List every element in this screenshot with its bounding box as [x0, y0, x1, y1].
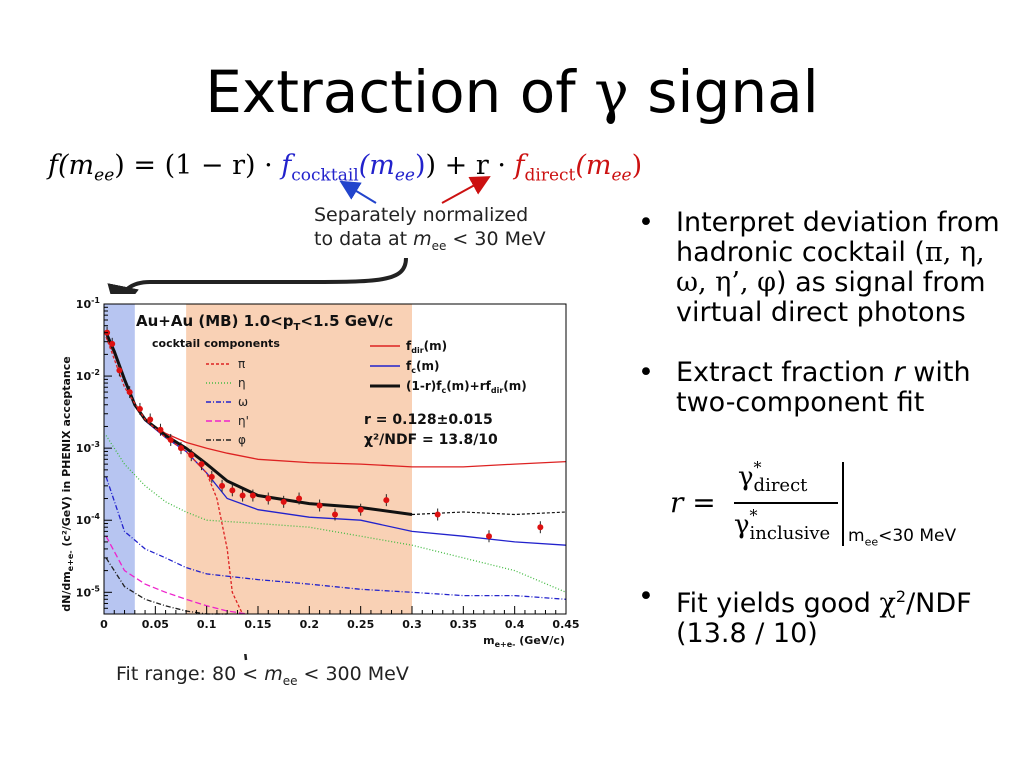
data-point: [434, 511, 441, 518]
bullet-interpret: • Interpret deviation from hadronic cockt…: [638, 207, 1000, 328]
chart-title: Au+Au (MB) 1.0<pT<1.5 GeV/c: [136, 312, 393, 333]
fit-range-note: Fit range: 80 < mee < 300 MeV: [116, 663, 409, 688]
fit-range-band: [186, 304, 412, 614]
x-tick-label: 0.1: [197, 618, 217, 631]
cocktail-arrow: [339, 180, 377, 204]
y-tick-label: 10-4: [76, 512, 101, 527]
x-tick-label: 0.15: [244, 618, 271, 631]
formula-plus: ) + r ·: [425, 150, 515, 181]
formula-direct-f: f: [514, 150, 525, 181]
r-numerator: γ * direct: [738, 458, 808, 497]
formula-cocktail-sub: cocktail: [291, 165, 359, 186]
r-lhs: r =: [670, 486, 716, 519]
normalization-note: Separately normalized to data at mee < 3…: [314, 203, 546, 258]
bullet-extract: • Extract fraction r with two-component f…: [638, 357, 971, 418]
data-point: [147, 416, 154, 423]
data-point: [188, 452, 195, 459]
data-point: [537, 524, 544, 531]
r-evaluation-bar: [842, 462, 844, 546]
data-point: [249, 492, 256, 499]
components-label: cocktail components: [152, 337, 280, 350]
formula-cocktail-arg: (m: [358, 150, 395, 181]
data-point: [239, 492, 246, 499]
formula-cocktail-f: f: [281, 150, 292, 181]
legend-left-label: π: [238, 357, 245, 371]
legend-left-label: η': [238, 414, 249, 428]
fit-result: r = 0.128±0.015: [364, 412, 493, 428]
chi2-value: χ²/NDF = 13.8/10: [364, 432, 498, 448]
bullet-fit-yields: • Fit yields good χ2/NDF (13.8 / 10): [638, 581, 972, 649]
bullet-list: • Interpret deviation from hadronic cockt…: [632, 208, 1012, 679]
data-point: [265, 495, 272, 502]
legend-right-label: (1-r)fc(m)+rfdir(m): [406, 379, 527, 395]
r-condition: mee<30 MeV: [848, 526, 957, 549]
legend-left-label: ω: [238, 395, 248, 409]
formula-mid: ) = (1 − r) ·: [114, 150, 282, 181]
legend-left-label: φ: [238, 433, 246, 447]
x-tick-label: 0.2: [300, 618, 320, 631]
data-point: [198, 461, 205, 468]
x-tick-label: 0.25: [347, 618, 374, 631]
data-point: [357, 506, 364, 513]
data-point: [157, 426, 164, 433]
title-text: Extraction of: [205, 58, 595, 126]
series-line: [105, 336, 244, 615]
data-point: [219, 482, 226, 489]
y-tick-label: 10-2: [76, 368, 100, 383]
formula-cocktail-arg-sub: ee: [394, 165, 415, 186]
x-tick-label: 0.35: [450, 618, 477, 631]
data-point: [296, 495, 303, 502]
slide-title: Extraction of γ signal: [0, 58, 1024, 126]
y-tick-label: 10-3: [76, 440, 100, 455]
y-tick-label: 10-1: [76, 296, 101, 311]
fit-formula: f(mee) = (1 − r) · fcocktail(mee)) + r ·…: [48, 150, 643, 186]
normalization-line1: Separately normalized: [314, 204, 529, 226]
data-point: [332, 511, 338, 518]
data-point: [136, 405, 143, 412]
x-tick-label: 0.05: [142, 618, 169, 631]
normalization-band: [104, 304, 135, 614]
legend-left-label: η: [238, 376, 246, 390]
formula-direct-sub: direct: [524, 165, 576, 186]
x-tick-label: 0: [100, 618, 108, 631]
formula-lhs-sub: ee: [94, 165, 115, 186]
data-point: [116, 367, 123, 374]
dielectron-mass-chart: 0 0.05 0.1 0.15 0.2 0.25 0.3 0.35 0.4 0.45 10-1 10-…: [56, 294, 586, 654]
series-line: [105, 476, 567, 600]
data-point: [178, 445, 184, 452]
data-point: [486, 533, 492, 540]
data-point: [280, 498, 287, 505]
formula-close: ): [631, 150, 643, 181]
data-point: [126, 389, 133, 396]
formula-direct-arg-sub: ee: [611, 165, 632, 186]
formula-direct-arg: (m: [575, 150, 612, 181]
y-tick-label: 10-5: [76, 584, 101, 599]
data-point: [208, 473, 215, 480]
legend-right-label: fdir(m): [406, 339, 447, 355]
data-point: [229, 487, 236, 494]
data-point: [109, 340, 116, 347]
title-tail: signal: [628, 58, 819, 126]
r-ratio-formula: r = γ * direct γ * inclusive mee<30 MeV: [668, 458, 988, 552]
data-point: [167, 436, 174, 443]
title-gamma: γ: [594, 58, 629, 126]
x-tick-label: 0.45: [552, 618, 579, 631]
formula-lhs: f(m: [48, 150, 95, 181]
r-fraction-bar: [734, 502, 838, 504]
legend-right-label: fc(m): [406, 359, 439, 375]
series-line: [105, 435, 567, 593]
x-axis-label: me+e- (GeV/c): [483, 634, 565, 649]
r-denominator: γ * inclusive: [734, 506, 831, 545]
data-point: [383, 497, 390, 504]
normalization-line2: to data at mee < 30 MeV: [314, 228, 546, 253]
series-line: [105, 535, 248, 615]
data-point: [316, 502, 323, 509]
y-axis-label: dN/dme+e- (c²/GeV) in PHENIX acceptance: [60, 356, 75, 612]
x-tick-label: 0.4: [505, 618, 525, 631]
x-tick-label: 0.3: [402, 618, 422, 631]
series-line: [104, 332, 413, 516]
